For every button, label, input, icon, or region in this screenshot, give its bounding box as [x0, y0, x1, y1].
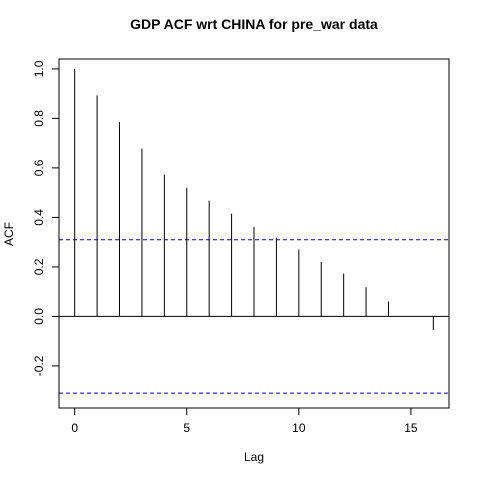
- y-tick-label: 0.0: [32, 308, 46, 325]
- x-axis-label: Lag: [244, 450, 264, 464]
- y-axis-label: ACF: [2, 222, 16, 246]
- x-axis: 0 5 10 15: [71, 407, 418, 435]
- acf-bars: [59, 68, 449, 331]
- x-tick-label: 10: [292, 421, 306, 435]
- y-tick-label: 1.0: [32, 60, 46, 77]
- x-tick-label: 15: [404, 421, 418, 435]
- y-tick-label: 0.2: [32, 258, 46, 275]
- chart-title: GDP ACF wrt CHINA for pre_war data: [130, 16, 378, 32]
- x-tick-label: 5: [183, 421, 190, 435]
- y-tick-label: -0.2: [32, 355, 46, 376]
- y-tick-label: 0.6: [32, 159, 46, 176]
- y-tick-label: 0.4: [32, 209, 46, 226]
- confidence-bands: [59, 239, 449, 394]
- y-axis: -0.2 0.0 0.2 0.4 0.6 0.8 1.0: [32, 60, 60, 376]
- y-tick-label: 0.8: [32, 110, 46, 127]
- x-tick-label: 0: [71, 421, 78, 435]
